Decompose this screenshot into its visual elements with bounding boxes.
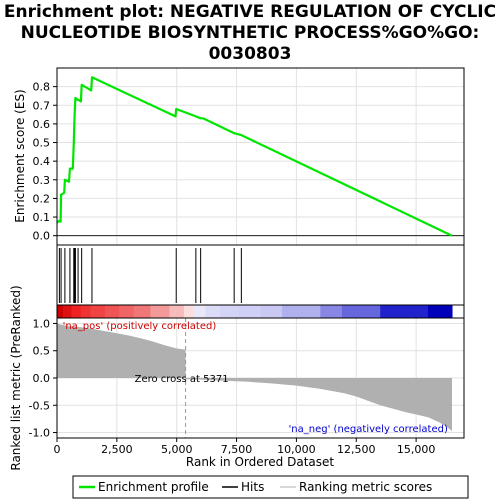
chart-title-line-1: Enrichment plot: NEGATIVE REGULATION OF …: [3, 2, 497, 22]
es-y-tick-label: 0.3: [33, 174, 51, 187]
rank-color-bar: [57, 305, 453, 318]
legend-box: [72, 475, 469, 499]
x-tick-label: 12,500: [337, 443, 376, 456]
metric-y-tick-label: 1.0: [33, 317, 51, 330]
metric-area: [57, 318, 452, 438]
color-bar-segment: [380, 305, 429, 318]
chart-title-line-3: 0030803: [208, 44, 292, 64]
es-y-tick-label: 0.5: [33, 137, 51, 150]
es-y-axis-label: Enrichment score (ES): [13, 89, 27, 222]
color-bar-segment: [133, 305, 151, 318]
es-y-tick-label: 0.0: [33, 230, 51, 243]
metric-y-tick-label: 0.0: [33, 372, 51, 385]
x-tick-label: 7,500: [221, 443, 253, 456]
chart-title-line-2: NUCLEOTIDE BIOSYNTHETIC PROCESS%GO%GO:: [20, 23, 480, 43]
color-bar-segment: [282, 305, 321, 318]
legend: Enrichment profile Hits Ranking metric sco…: [79, 480, 432, 494]
color-bar-segment: [150, 305, 171, 318]
metric-panel-frame: [56, 317, 465, 439]
x-tick-label: 0: [54, 443, 61, 456]
x-axis-label: Rank in Ordered Dataset: [186, 455, 334, 469]
color-bar-segment: [104, 305, 120, 318]
color-bar-segment: [193, 305, 206, 318]
metric-y-tick-label: -1.0: [29, 427, 50, 440]
metric-annotations: 'na_pos' (positively correlated) Zero cro…: [63, 321, 448, 435]
es-panel-background: [57, 68, 464, 245]
color-bar-segment: [119, 305, 135, 318]
color-bar-segment: [57, 305, 64, 318]
es-y-tick-label: 0.4: [33, 155, 51, 168]
color-bar-segment: [238, 305, 261, 318]
es-y-tick-label: 0.7: [33, 99, 51, 112]
es-profile-polyline: [56, 76, 453, 237]
color-bar-segment: [169, 305, 185, 318]
metric-area-path: [57, 323, 452, 431]
es-y-tick-label: 0.6: [33, 118, 51, 131]
es-y-tick-label: 0.2: [33, 192, 51, 205]
color-bar-segment: [341, 305, 381, 318]
metric-annotation: Zero cross at 5371: [135, 374, 229, 385]
metric-axes: -1.0 -0.5 0.0 0.5 1.0 0 2,500 5,000 7,500 10,000 1…: [29, 317, 436, 456]
metric-annotation: 'na_neg' (negatively correlated): [289, 424, 448, 435]
metric-annotation: 'na_pos' (positively correlated): [63, 321, 217, 332]
color-bar-segment: [62, 305, 72, 318]
hits-panel-frame: [56, 244, 465, 306]
legend-label: Ranking metric scores: [299, 480, 432, 494]
x-tick-label: 10,000: [277, 443, 316, 456]
es-y-tick-label: 0.1: [33, 211, 51, 224]
legend-label: Hits: [241, 480, 264, 494]
color-bar-segment: [80, 305, 92, 318]
hits-ticks: [58, 248, 242, 303]
color-bar-segment: [205, 305, 221, 318]
es-profile-line: [56, 76, 453, 237]
x-tick-label: 2,500: [101, 443, 133, 456]
x-tick-label: 15,000: [397, 443, 436, 456]
color-bar-segment: [219, 305, 240, 318]
color-bar-segment: [183, 305, 194, 318]
metric-y-tick-label: -0.5: [29, 399, 50, 412]
color-bar-segment: [90, 305, 106, 318]
es-grid: [57, 68, 464, 245]
x-tick-label: 5,000: [161, 443, 193, 456]
color-bar-segment: [428, 305, 453, 318]
color-bar-segment: [71, 305, 82, 318]
color-bar-segment: [320, 305, 343, 318]
legend-label: Enrichment profile: [98, 480, 209, 494]
es-y-tick-label: 0.8: [33, 81, 51, 94]
es-y-axis: 0.0 0.1 0.2 0.3 0.4 0.5 0.6 0.7 0.8: [33, 81, 57, 243]
metric-y-tick-label: 0.5: [33, 345, 51, 358]
metric-y-axis-label: Ranked list metric (PreRanked): [9, 285, 23, 470]
color-bar-segment: [260, 305, 283, 318]
